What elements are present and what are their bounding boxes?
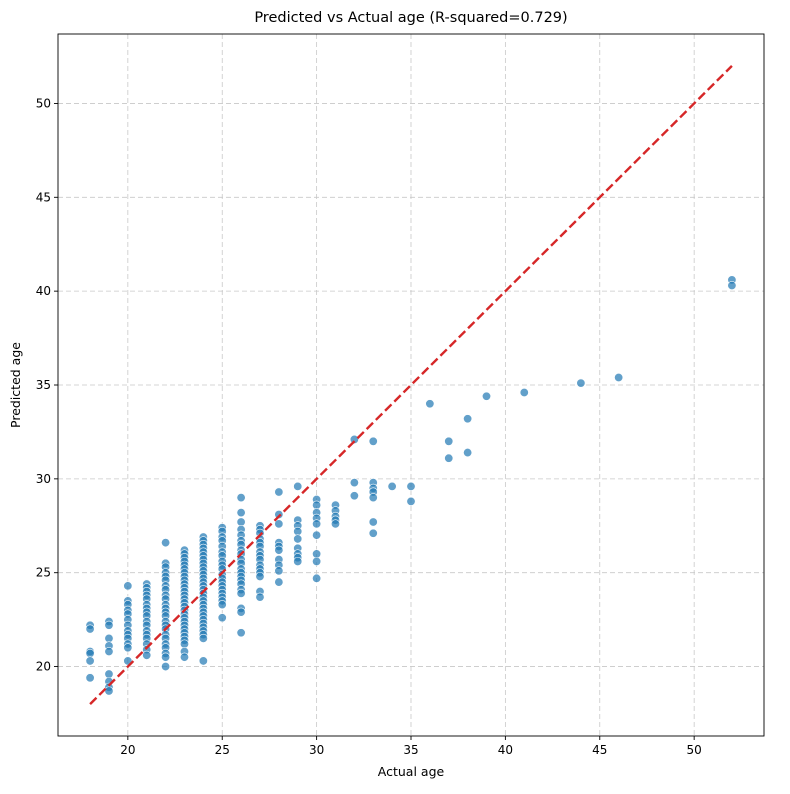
data-point — [104, 620, 114, 630]
data-point — [104, 669, 114, 679]
x-axis-label: Actual age — [378, 764, 445, 779]
data-point — [85, 648, 95, 658]
x-tick-label: 25 — [215, 743, 230, 757]
data-point — [274, 519, 284, 529]
reference-line — [89, 65, 733, 705]
data-point — [368, 493, 378, 503]
x-tick-label: 45 — [592, 743, 607, 757]
data-point — [236, 508, 246, 518]
plot-frame — [57, 33, 765, 737]
data-point — [85, 673, 95, 683]
data-point — [312, 556, 322, 566]
data-point — [368, 436, 378, 446]
data-point — [274, 510, 284, 520]
data-point — [236, 517, 246, 527]
data-point — [161, 538, 171, 548]
data-point — [519, 388, 529, 398]
data-point — [198, 633, 208, 643]
data-point — [255, 592, 265, 602]
data-point — [236, 588, 246, 598]
data-point — [387, 481, 397, 491]
x-tick-label: 30 — [309, 743, 324, 757]
data-point — [179, 639, 189, 649]
reference-line-layer — [89, 65, 733, 705]
data-point — [85, 624, 95, 634]
data-point — [330, 519, 340, 529]
data-point — [368, 517, 378, 527]
data-point — [576, 378, 586, 388]
x-tick-label: 20 — [120, 743, 135, 757]
data-point — [312, 549, 322, 559]
x-tick-label: 50 — [687, 743, 702, 757]
data-point — [104, 633, 114, 643]
y-tick-label: 40 — [36, 284, 51, 298]
data-point — [274, 545, 284, 555]
data-point — [444, 453, 454, 463]
chart-title: Predicted vs Actual age (R-squared=0.729… — [254, 10, 567, 26]
data-point — [161, 662, 171, 672]
data-point — [368, 528, 378, 538]
data-point — [293, 556, 303, 566]
data-point — [274, 566, 284, 576]
x-tick-label: 35 — [403, 743, 418, 757]
data-point — [482, 391, 492, 401]
data-point — [312, 500, 322, 510]
y-tick-label: 25 — [36, 566, 51, 580]
y-tick-label: 30 — [36, 472, 51, 486]
data-point — [274, 487, 284, 497]
data-point — [727, 281, 737, 291]
data-point — [463, 448, 473, 458]
data-point — [104, 647, 114, 657]
data-point — [406, 481, 416, 491]
data-point — [349, 491, 359, 501]
data-point — [123, 643, 133, 653]
data-point — [123, 581, 133, 591]
data-point — [104, 686, 114, 696]
y-axis-label: Predicted age — [8, 342, 23, 428]
data-point — [293, 481, 303, 491]
y-tick-label: 35 — [36, 378, 51, 392]
data-point — [425, 399, 435, 409]
data-point — [312, 519, 322, 529]
data-point — [142, 650, 152, 660]
y-tick-label: 50 — [36, 96, 51, 110]
y-tick-label: 45 — [36, 190, 51, 204]
data-point — [349, 434, 359, 444]
data-point — [614, 372, 624, 382]
data-point — [236, 607, 246, 617]
data-point — [312, 573, 322, 583]
data-point — [217, 600, 227, 610]
data-point — [236, 493, 246, 503]
x-tick-label: 40 — [498, 743, 513, 757]
data-point — [406, 496, 416, 506]
data-point — [217, 613, 227, 623]
data-point — [236, 628, 246, 638]
data-point — [274, 577, 284, 587]
ticks: 20 25 30 35 40 45 50 20 25 30 35 40 45 50 — [36, 96, 702, 757]
data-point — [179, 652, 189, 662]
data-point — [85, 656, 95, 666]
data-point — [463, 414, 473, 424]
data-point — [444, 436, 454, 446]
data-point — [161, 652, 171, 662]
data-point — [293, 534, 303, 544]
data-point — [349, 478, 359, 488]
data-point — [198, 656, 208, 666]
data-point — [255, 571, 265, 581]
data-point — [312, 530, 322, 540]
data-point — [293, 526, 303, 536]
y-tick-label: 20 — [36, 660, 51, 674]
